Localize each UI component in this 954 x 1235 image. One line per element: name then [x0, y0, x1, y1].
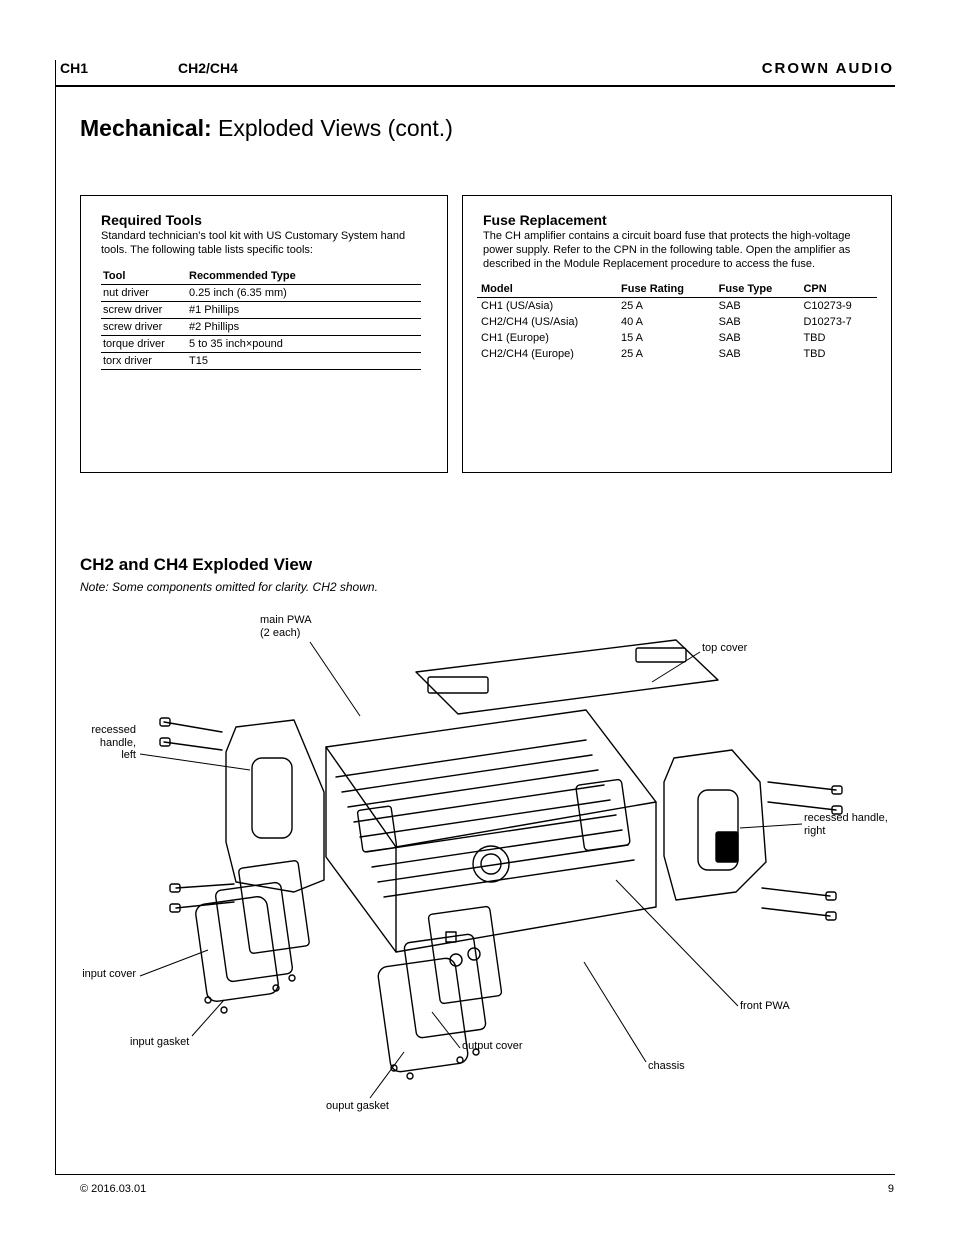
footer-page: 9 — [888, 1183, 894, 1195]
footer-date: © 2016.03.01 — [80, 1183, 146, 1195]
leader-lines — [0, 0, 954, 1235]
